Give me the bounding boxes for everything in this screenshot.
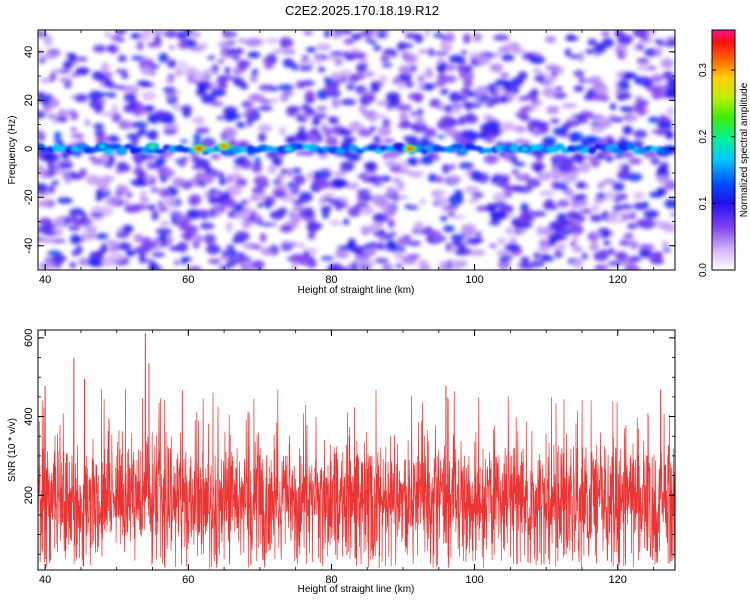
- heatmap-x-label: Height of straight line (km): [298, 285, 415, 296]
- heatmap-peak: [149, 144, 157, 149]
- x-tick-label: 100: [465, 274, 483, 286]
- y-tick-label: 40: [23, 46, 35, 58]
- heatmap-x-axis: 40 60 80 100 120: [39, 30, 654, 286]
- snr-y-label: SNR (10 * v/v): [7, 418, 18, 482]
- colorbar: 0.0 0.1 0.2 0.3 Normalized spectral amplitu…: [698, 29, 750, 277]
- x-tick-label: 80: [325, 274, 337, 286]
- heatmap-y-axis: -40 -20 0 20 40: [23, 46, 675, 271]
- x-tick-label: 40: [39, 574, 51, 586]
- y-tick-label: -20: [23, 189, 35, 205]
- x-tick-label: 100: [465, 574, 483, 586]
- heatmap-peak: [521, 146, 529, 151]
- x-tick-label: 60: [182, 574, 194, 586]
- heatmap-peak: [406, 146, 414, 151]
- colorbar-tick-label: 0.3: [698, 63, 709, 77]
- colorbar-gradient: [711, 29, 736, 271]
- x-tick-label: 80: [325, 574, 337, 586]
- heatmap-y-label: Frequency (Hz): [7, 116, 18, 185]
- snr-y-axis: 200 400 600: [23, 329, 675, 555]
- snr-peaks: [44, 333, 662, 500]
- snr-x-label: Height of straight line (km): [298, 584, 415, 595]
- heatmap-frame: [37, 29, 676, 271]
- y-tick-label: -40: [23, 238, 35, 254]
- colorbar-tick-label: 0.0: [698, 263, 709, 277]
- y-tick-label: 20: [23, 94, 35, 106]
- heatmap-peak: [285, 146, 293, 151]
- figure-title: C2E2.2025.170.18.19.R12: [285, 3, 439, 18]
- snr-panel: 40 60 80 100 120 200 400 600 Height of straigh…: [7, 329, 676, 595]
- x-tick-label: 120: [609, 274, 627, 286]
- heatmap-peak: [98, 144, 106, 149]
- colorbar-tick-label: 0.1: [698, 196, 709, 210]
- heatmap-peak: [220, 144, 228, 149]
- snr-x-axis: 40 60 80 100 120: [39, 330, 654, 586]
- snr-frame: [37, 329, 676, 571]
- y-tick-label: 400: [23, 407, 35, 425]
- x-tick-label: 60: [182, 274, 194, 286]
- y-tick-label: 600: [23, 329, 35, 347]
- heatmap-panel: 40 60 80 100 120 -40 -20 0 20 40 Height of strai…: [7, 29, 676, 296]
- colorbar-tick-label: 0.2: [698, 129, 709, 143]
- heatmap-peak: [195, 146, 203, 151]
- y-tick-label: 200: [23, 486, 35, 504]
- snr-series-line: [38, 333, 675, 569]
- colorbar-ticks: 0.0 0.1 0.2 0.3: [698, 63, 735, 277]
- x-tick-label: 120: [609, 574, 627, 586]
- x-tick-label: 40: [39, 274, 51, 286]
- heatmap-band-layer: [38, 142, 675, 155]
- colorbar-label: Normalized spectral amplitude: [739, 82, 750, 217]
- y-tick-label: 0: [23, 146, 35, 152]
